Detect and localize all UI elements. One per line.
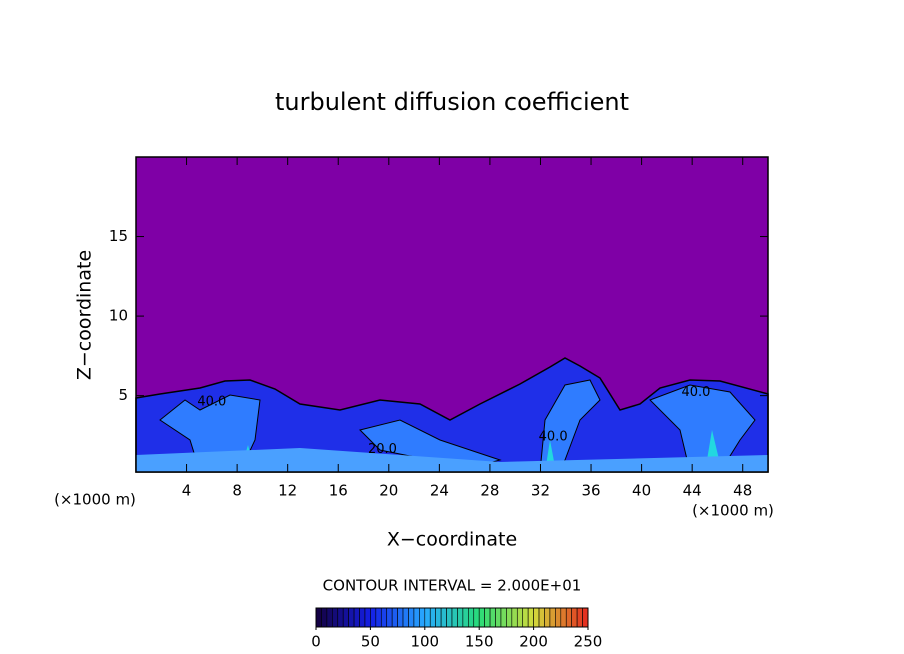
colorbar-cell (315, 607, 322, 628)
colorbar-cell (533, 607, 540, 628)
colorbar-cell (565, 607, 572, 628)
colorbar-cell (462, 607, 469, 628)
colorbar-cell (424, 607, 431, 628)
colorbar-cell (549, 607, 556, 628)
colorbar-cell (555, 607, 562, 628)
field-region (135, 357, 769, 473)
colorbar-cell (337, 607, 344, 628)
y-tick-label: 10 (109, 307, 128, 325)
field (135, 157, 769, 473)
x-tick-label: 32 (531, 482, 550, 500)
field-patch (359, 419, 502, 469)
contour-label: 40.0 (681, 385, 710, 400)
plot-frame (135, 156, 769, 473)
field-patch (649, 384, 756, 473)
colorbar-cell (429, 607, 436, 628)
colorbar-cell (321, 607, 328, 628)
field-patch (136, 448, 768, 472)
colorbar-cell (527, 607, 534, 628)
contour-interval: CONTOUR INTERVAL = 2.000E+01 (323, 577, 582, 595)
colorbar-cell (538, 607, 545, 628)
x-tick-label: 20 (379, 482, 398, 500)
colorbar-cell (506, 607, 513, 628)
x-tick-label: 24 (430, 482, 449, 500)
x-tick-label: 48 (733, 482, 752, 500)
colorbar-cell (489, 607, 496, 628)
colorbar-cell (516, 607, 524, 628)
colorbar-cell (326, 607, 333, 628)
colorbar-cell (440, 607, 447, 628)
colorbar-cell (451, 607, 458, 628)
x-tick-label: 36 (581, 482, 600, 500)
x-tick-label: 4 (182, 482, 192, 500)
x-tick-label: 28 (480, 482, 499, 500)
colorbar-cell (419, 607, 426, 628)
colorbar-cell (408, 607, 415, 628)
colorbar-tick-label: 50 (361, 633, 380, 651)
colorbar-cell (468, 607, 475, 628)
colorbar-frame (315, 607, 589, 628)
colorbar-cell (386, 607, 393, 628)
colorbar-cell (402, 607, 409, 628)
colorbar-cell (560, 607, 567, 628)
contour-label: 40.0 (197, 395, 226, 410)
colorbar-cell (364, 607, 371, 628)
contour-label: 40.0 (539, 430, 568, 445)
x-tick-label: 40 (632, 482, 651, 500)
colorbar-cell (500, 607, 507, 628)
colorbar-cell (571, 607, 578, 628)
colorbar-tick-label: 100 (410, 633, 439, 651)
colorbar-cell (397, 607, 404, 628)
y-tick-label: 5 (118, 386, 128, 404)
colorbar-cell (473, 607, 480, 628)
x-axis-label: X−coordinate (387, 529, 517, 551)
colorbar-tick-label: 200 (519, 633, 548, 651)
colorbar-cell (576, 607, 583, 628)
colorbar-cell (511, 607, 518, 628)
colorbar-cell (495, 607, 502, 628)
colorbar-cell (353, 607, 360, 628)
colorbar-cell (582, 607, 589, 628)
colorbar-tick-label: 250 (574, 633, 603, 651)
colorbar-cell (435, 607, 442, 628)
colorbar-cell (484, 607, 491, 628)
colorbar-cell (478, 607, 485, 628)
colorbar-cell (544, 607, 551, 628)
x-tick-label: 44 (683, 482, 702, 500)
contour-label: 20.0 (368, 442, 397, 457)
colorbar-cell (332, 607, 339, 628)
colorbar-cell (342, 607, 349, 628)
x-tick-label: 12 (278, 482, 297, 500)
colorbar-tick-label: 0 (311, 633, 321, 651)
colorbar-tick-label: 150 (465, 633, 494, 651)
x-tick-label: 16 (329, 482, 348, 500)
x-unit-label: (×1000 m) (692, 502, 774, 520)
chart-title: turbulent diffusion coefficient (275, 88, 629, 116)
colorbar-cell (391, 607, 398, 628)
y-tick-label: 15 (109, 227, 128, 245)
x-tick-label: 8 (232, 482, 242, 500)
colorbar-cell (359, 607, 366, 628)
y-axis-label: Z−coordinate (74, 250, 96, 380)
colorbar-cell (413, 607, 420, 628)
colorbar-cell (446, 607, 453, 628)
colorbar-cell (375, 607, 382, 628)
y-unit-label: (×1000 m) (54, 491, 136, 509)
colorbar-cell (380, 607, 388, 628)
colorbar-cell (348, 607, 355, 628)
colorbar-cell (370, 607, 377, 628)
colorbar-cell (457, 607, 464, 628)
colorbar-cell (522, 607, 529, 628)
